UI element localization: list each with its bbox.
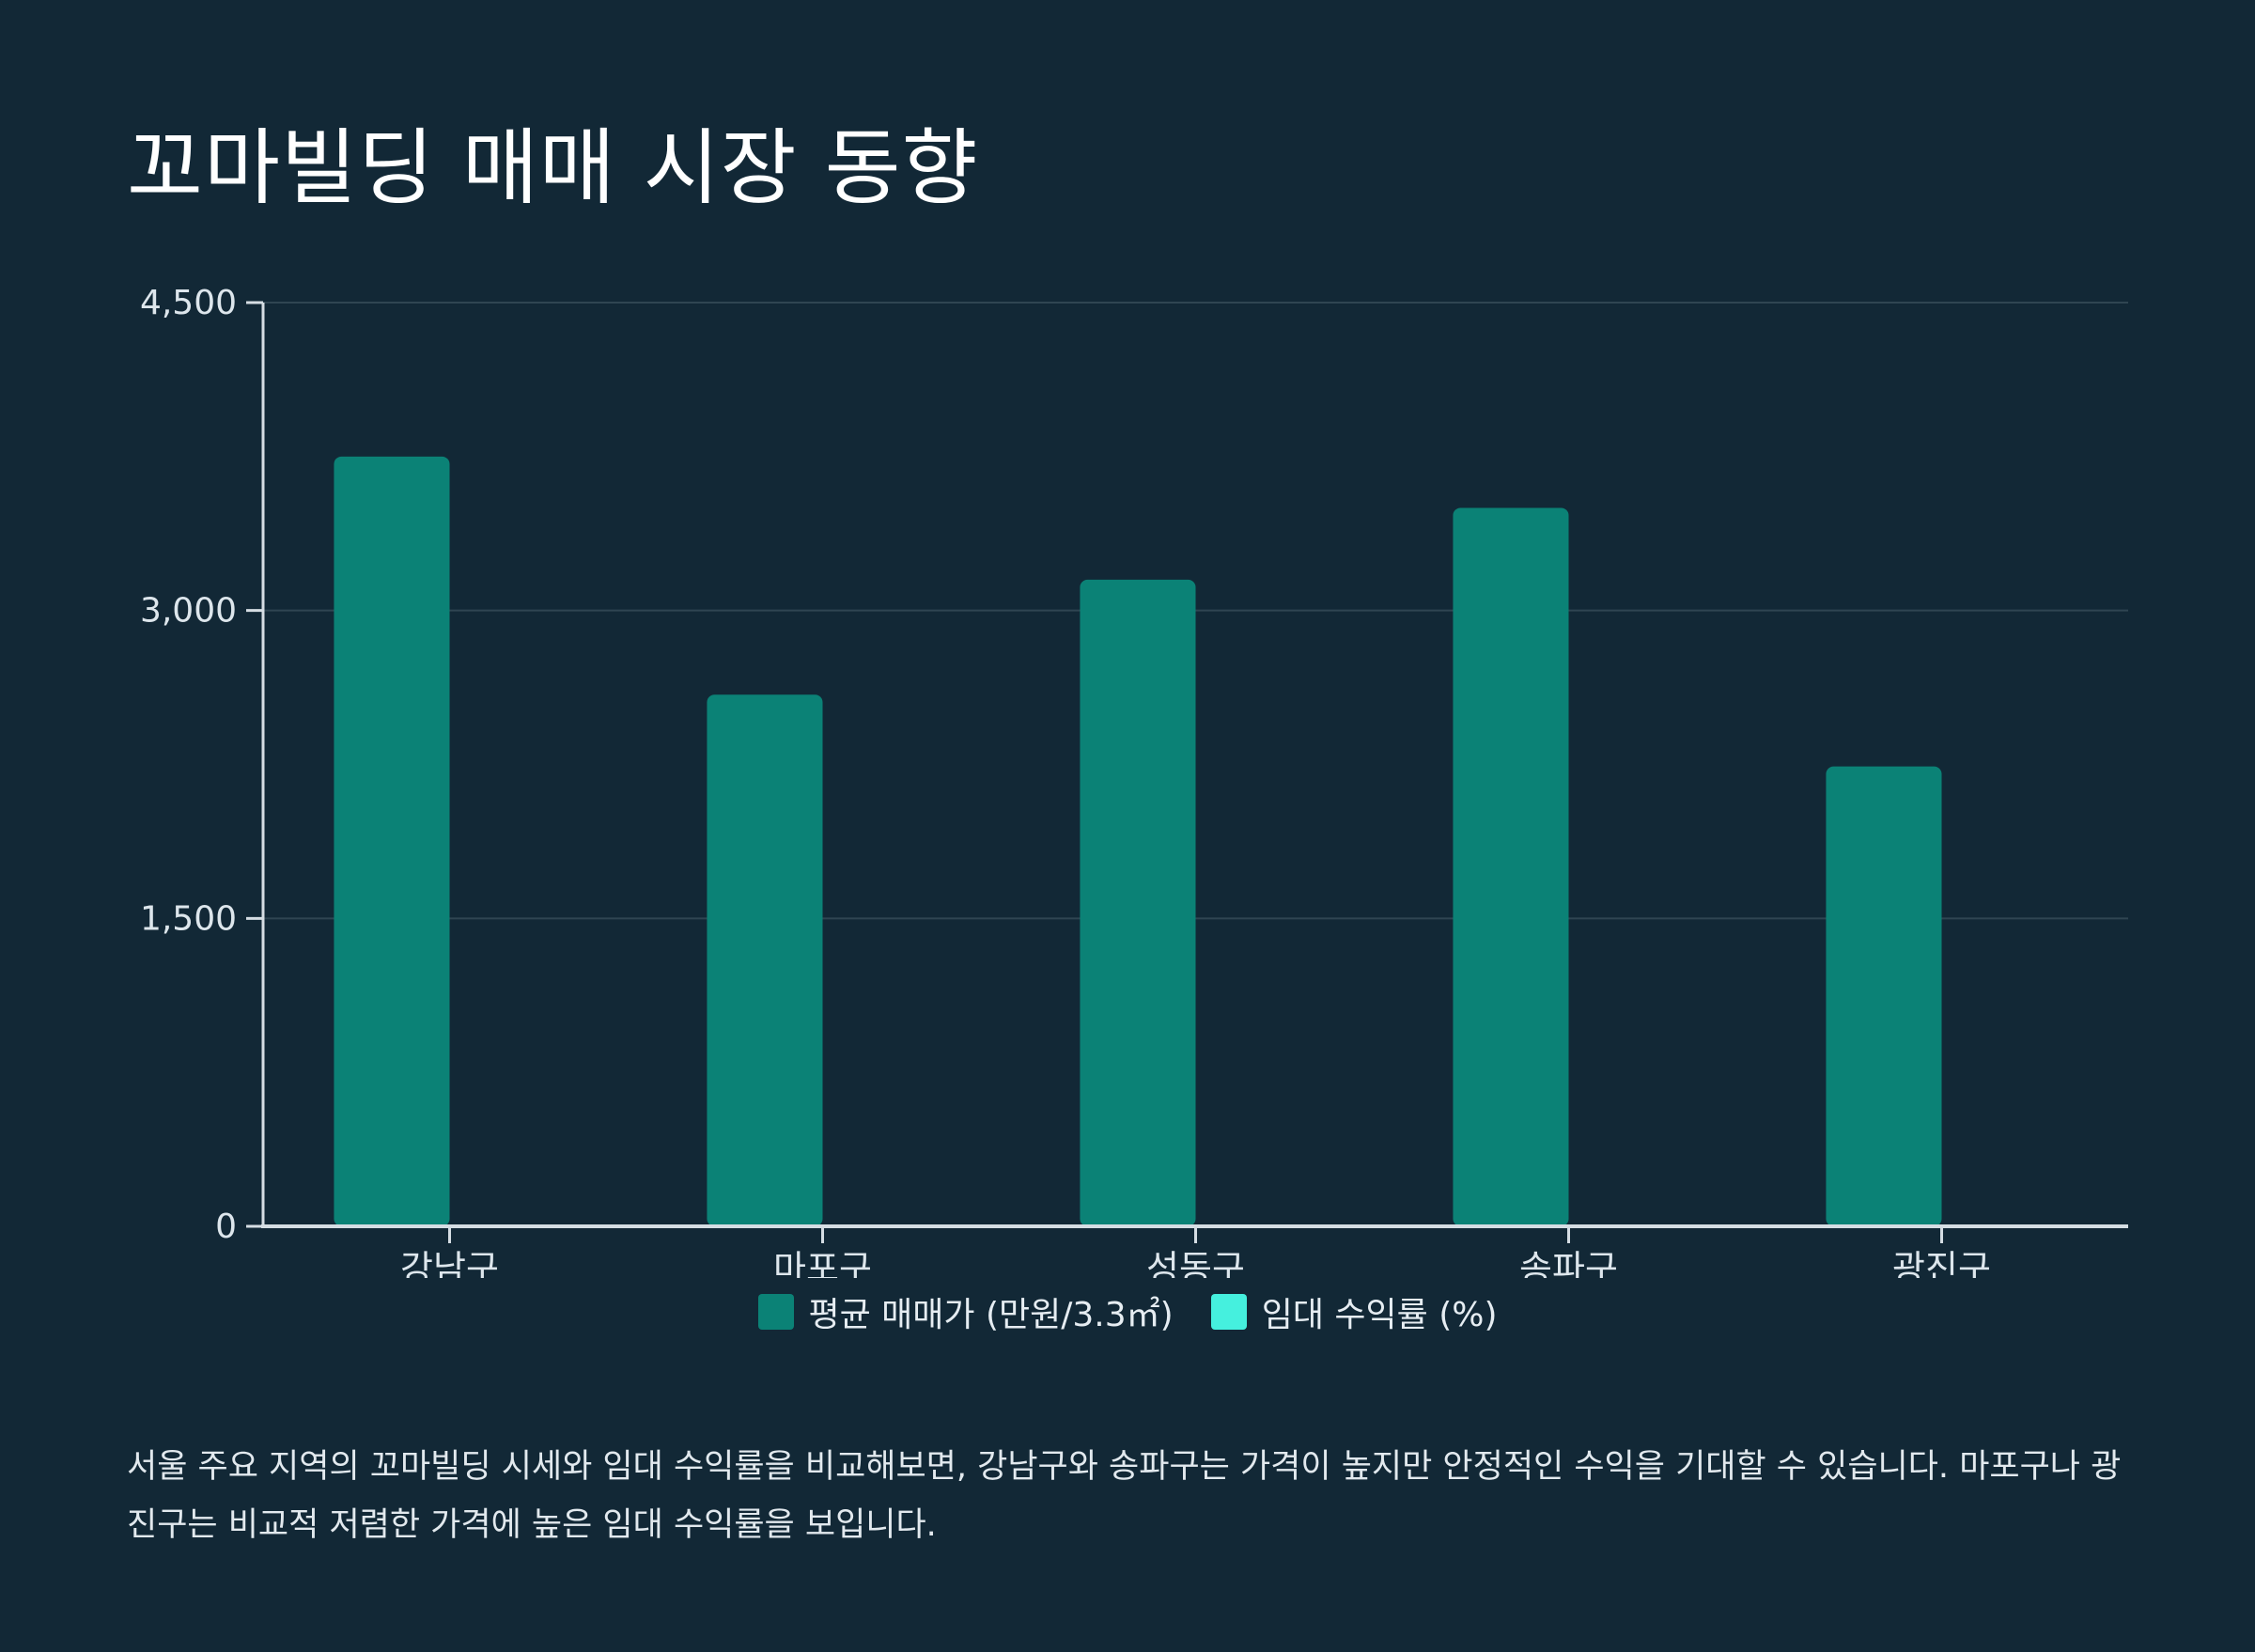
legend-swatch-yield (1210, 1294, 1247, 1330)
x-tick-label: 마포구 (773, 1248, 872, 1278)
y-tick-label: 4,500 (140, 284, 237, 322)
y-tick-label: 3,000 (140, 592, 237, 631)
bar (1453, 507, 1569, 1226)
legend: 평균 매매가 (만원/3.3㎡) 임대 수익률 (%) (0, 1287, 2255, 1336)
axes (246, 301, 2128, 1243)
legend-swatch-price (757, 1294, 794, 1330)
x-tick-label: 성동구 (1146, 1248, 1245, 1278)
tick-labels: 0 1,500 3,000 4,500 강남구 마포구 성동구 송파구 광진구 (140, 284, 1991, 1278)
chart-caption: 서울 주요 지역의 꼬마빌딩 시세와 임대 수익률을 비교해보면, 강남구와 송… (127, 1448, 2122, 1544)
page-title: 꼬마빌딩 매매 시장 동향 (127, 119, 979, 216)
y-tick-label: 1,500 (140, 899, 237, 938)
y-tick-label: 0 (215, 1208, 237, 1246)
legend-label-yield: 임대 수익률 (%) (1261, 1296, 1498, 1334)
bar (707, 694, 823, 1226)
bar (334, 456, 450, 1226)
legend-label-price: 평균 매매가 (만원/3.3㎡) (808, 1296, 1174, 1334)
bar-chart: 0 1,500 3,000 4,500 강남구 마포구 성동구 송파구 광진구 (140, 284, 2128, 1278)
bar (1080, 579, 1196, 1226)
legend-item-yield[interactable]: 임대 수익률 (%) (1210, 1287, 1498, 1336)
x-tick-label: 광진구 (1892, 1248, 1991, 1278)
x-tick-label: 강남구 (400, 1248, 499, 1278)
legend-item-price[interactable]: 평균 매매가 (만원/3.3㎡) (757, 1287, 1174, 1336)
bar (1826, 766, 1942, 1226)
x-tick-label: 송파구 (1519, 1248, 1618, 1278)
bar-group (334, 456, 1942, 1226)
